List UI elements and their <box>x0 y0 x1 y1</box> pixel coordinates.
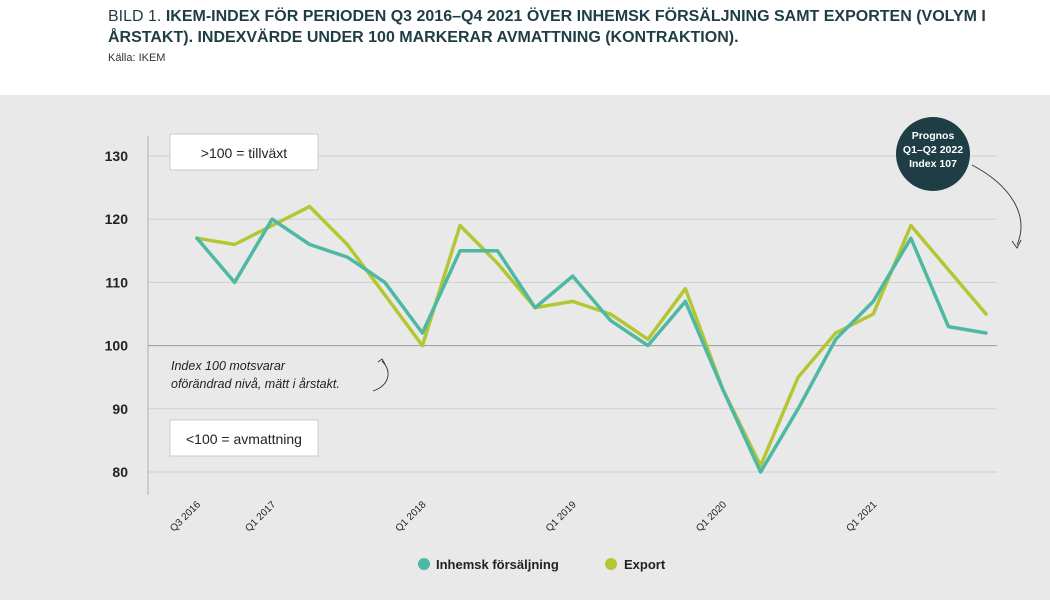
forecast-line1: Prognos <box>912 130 955 142</box>
y-tick-label: 90 <box>112 401 128 417</box>
y-tick-labels: 80 90 100 110 120 130 <box>105 148 129 480</box>
y-tick-label: 100 <box>105 338 129 354</box>
legend-marker-export <box>605 558 617 570</box>
contraction-box-label: <100 = avmattning <box>186 431 302 447</box>
x-tick-label: Q1 2021 <box>844 499 879 534</box>
series-line-inhemsk <box>195 217 988 474</box>
forecast-line3: Index 107 <box>909 158 957 170</box>
series-lines <box>195 204 988 474</box>
y-tick-label: 110 <box>105 274 128 290</box>
chart-panel: 80 90 100 110 120 130 Q3 2016 Q1 2017 Q1 2018 Q1… <box>0 95 1050 600</box>
legend-label-export: Export <box>624 557 666 572</box>
x-tick-label: Q1 2020 <box>694 499 729 534</box>
legend: Inhemsk försäljning Export <box>418 557 666 572</box>
contraction-box: <100 = avmattning <box>169 419 319 457</box>
forecast-badge: Prognos Q1–Q2 2022 Index 107 <box>896 117 1022 249</box>
y-tick-label: 130 <box>105 148 129 164</box>
forecast-line2: Q1–Q2 2022 <box>903 144 963 156</box>
source-note: Källa: IKEM <box>108 52 166 64</box>
y-tick-label: 80 <box>112 464 128 480</box>
forecast-arrowhead <box>1011 239 1022 249</box>
growth-box-label: >100 = tillväxt <box>201 145 287 161</box>
line-chart: 80 90 100 110 120 130 Q3 2016 Q1 2017 Q1 2018 Q1… <box>105 117 1022 572</box>
x-tick-label: Q3 2016 <box>168 499 203 534</box>
legend-label-inhemsk: Inhemsk försäljning <box>436 557 559 572</box>
x-tick-label: Q1 2019 <box>544 499 579 534</box>
title-prefix: BILD 1. <box>108 8 166 25</box>
chart-title: BILD 1. IKEM-INDEX FÖR PERIODEN Q3 2016–… <box>108 6 1008 48</box>
forecast-circle <box>896 117 970 191</box>
x-tick-label: Q1 2017 <box>243 499 278 534</box>
growth-box: >100 = tillväxt <box>169 133 319 171</box>
title-text: IKEM-INDEX FÖR PERIODEN Q3 2016–Q4 2021 … <box>108 8 986 46</box>
x-tick-label: Q1 2018 <box>394 499 429 534</box>
index-note-arrow <box>372 360 389 392</box>
x-tick-labels: Q3 2016 Q1 2017 Q1 2018 Q1 2019 Q1 2020 Q1 20… <box>168 499 880 534</box>
index-note-line2: oförändrad nivå, mätt i årstakt. <box>171 377 340 391</box>
legend-marker-inhemsk <box>418 558 430 570</box>
index-note-arrowhead <box>377 358 386 365</box>
index-note: Index 100 motsvarar oförändrad nivå, mät… <box>171 358 389 392</box>
chart-header: BILD 1. IKEM-INDEX FÖR PERIODEN Q3 2016–… <box>108 6 1008 64</box>
forecast-arrow <box>971 164 1022 246</box>
y-tick-label: 120 <box>105 211 129 227</box>
index-note-line1: Index 100 motsvarar <box>171 359 286 373</box>
series-line-export <box>195 204 988 468</box>
